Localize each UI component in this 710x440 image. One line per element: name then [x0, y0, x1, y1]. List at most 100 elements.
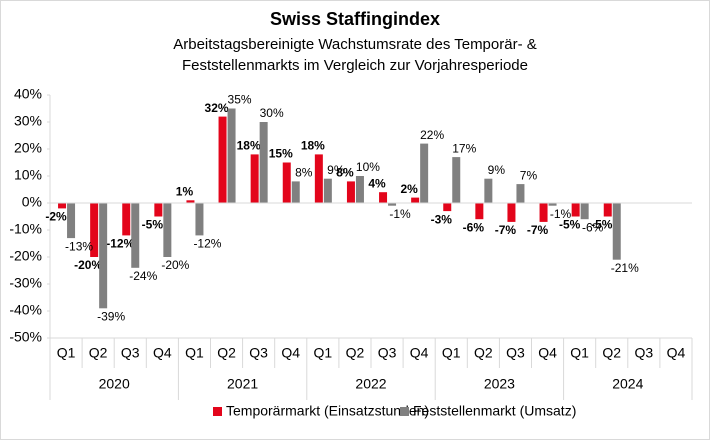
- value-label: 30%: [260, 106, 284, 120]
- bar: [122, 203, 131, 236]
- value-label: 9%: [327, 163, 345, 177]
- x-tick-label: Q2: [474, 345, 493, 361]
- bar: [314, 154, 323, 203]
- x-tick-label: Q2: [602, 345, 621, 361]
- bar: [452, 157, 461, 203]
- bar: [131, 203, 140, 268]
- y-tick-label: 30%: [14, 113, 42, 129]
- bar: [443, 203, 452, 212]
- value-label: 22%: [420, 128, 444, 142]
- value-label: 32%: [205, 101, 229, 115]
- bar: [195, 203, 204, 236]
- value-label: -7%: [495, 223, 517, 237]
- bar: [484, 178, 493, 203]
- bar: [346, 181, 355, 203]
- bar: [388, 203, 397, 206]
- legend-swatch: [400, 407, 409, 416]
- legend-label: Feststellenmarkt (Umsatz): [413, 403, 576, 419]
- y-tick-label: -40%: [9, 302, 42, 318]
- x-tick-label: Q1: [314, 345, 333, 361]
- bar: [571, 203, 580, 217]
- value-label: 18%: [237, 139, 261, 153]
- bar: [58, 203, 67, 209]
- value-label: -6%: [582, 220, 604, 234]
- y-tick-label: -10%: [9, 221, 42, 237]
- bar: [548, 203, 557, 206]
- bar: [379, 192, 388, 203]
- value-label: -6%: [463, 220, 485, 234]
- value-label: -12%: [106, 237, 134, 251]
- legend-swatch: [213, 407, 222, 416]
- y-tick-label: 40%: [14, 86, 42, 102]
- x-tick-label: Q3: [506, 345, 525, 361]
- x-tick-label: Q4: [281, 345, 300, 361]
- chart-title: Swiss Staffingindex: [270, 9, 440, 29]
- bar: [67, 203, 76, 239]
- bar: [411, 197, 420, 203]
- x-tick-label: Q3: [121, 345, 140, 361]
- bar: [355, 176, 364, 203]
- value-label: -39%: [97, 309, 125, 323]
- value-label: -5%: [591, 218, 613, 232]
- value-label: -21%: [611, 261, 639, 275]
- x-tick-label: Q2: [346, 345, 365, 361]
- x-tick-label: Q2: [217, 345, 236, 361]
- value-label: -3%: [431, 212, 453, 226]
- bar: [539, 203, 548, 222]
- value-label: 18%: [301, 139, 325, 153]
- x-tick-label: Q4: [538, 345, 557, 361]
- value-label: -24%: [129, 269, 157, 283]
- bar: [250, 154, 259, 203]
- value-label: 15%: [269, 147, 293, 161]
- y-tick-label: 20%: [14, 140, 42, 156]
- bar: [227, 108, 236, 203]
- value-label: -1%: [389, 207, 411, 221]
- bar: [507, 203, 516, 222]
- value-label: -5%: [559, 218, 581, 232]
- value-label: 8%: [336, 166, 354, 180]
- x-tick-label: Q4: [410, 345, 429, 361]
- x-tick-label: Q3: [249, 345, 268, 361]
- value-label: -12%: [193, 237, 221, 251]
- bar: [163, 203, 172, 257]
- value-label: 8%: [295, 166, 313, 180]
- x-group-label: 2024: [612, 376, 643, 392]
- x-tick-label: Q1: [185, 345, 204, 361]
- x-tick-label: Q4: [153, 345, 172, 361]
- value-label: -5%: [142, 218, 164, 232]
- value-label: -13%: [65, 239, 93, 253]
- bar: [516, 184, 525, 203]
- legend-label: Temporärmarkt (Einsatzstunden): [226, 403, 429, 419]
- value-label: -1%: [550, 207, 572, 221]
- bar: [154, 203, 163, 217]
- bar: [603, 203, 612, 217]
- y-tick-label: -20%: [9, 248, 42, 264]
- value-label: 4%: [368, 176, 386, 190]
- bar: [323, 178, 332, 203]
- x-group-label: 2020: [99, 376, 130, 392]
- bar: [218, 116, 227, 203]
- bar: [612, 203, 621, 260]
- x-tick-label: Q1: [57, 345, 76, 361]
- bar: [291, 181, 300, 203]
- x-group-label: 2023: [484, 376, 515, 392]
- bar: [186, 200, 195, 203]
- value-label: 1%: [176, 184, 194, 198]
- x-tick-label: Q1: [570, 345, 589, 361]
- x-tick-label: Q3: [635, 345, 654, 361]
- value-label: -20%: [74, 258, 102, 272]
- value-label: 10%: [356, 160, 380, 174]
- bar: [259, 122, 268, 203]
- bar: [282, 162, 291, 203]
- x-group-label: 2021: [227, 376, 258, 392]
- value-label: 9%: [488, 163, 506, 177]
- bar: [580, 203, 589, 220]
- x-group-label: 2022: [355, 376, 386, 392]
- value-label: 2%: [400, 182, 418, 196]
- value-label: 17%: [452, 141, 476, 155]
- x-tick-label: Q1: [442, 345, 461, 361]
- value-label: 7%: [520, 168, 538, 182]
- value-label: -7%: [527, 223, 549, 237]
